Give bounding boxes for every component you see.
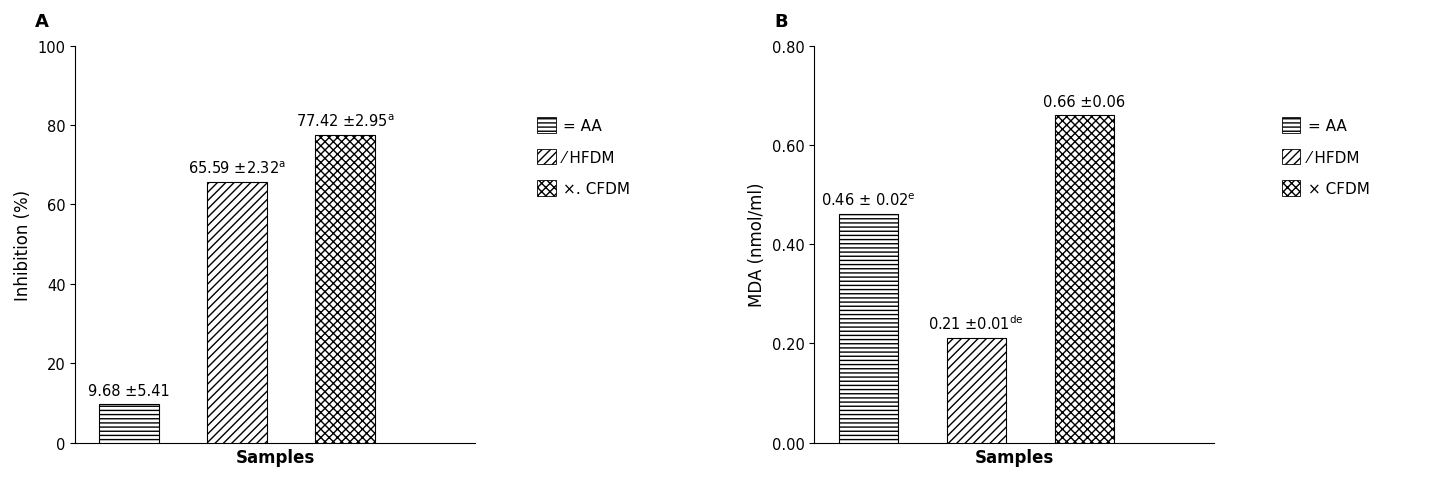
Text: 77.42 ±2.95$^{\mathrm{a}}$: 77.42 ±2.95$^{\mathrm{a}}$	[296, 114, 394, 130]
X-axis label: Samples: Samples	[975, 448, 1054, 466]
X-axis label: Samples: Samples	[235, 448, 315, 466]
Bar	[947, 339, 1007, 443]
Text: A: A	[36, 13, 49, 31]
Bar	[208, 183, 266, 443]
Y-axis label: MDA (nmol/ml): MDA (nmol/ml)	[749, 182, 766, 307]
Text: 0.21 ±0.01$^{\mathrm{de}}$: 0.21 ±0.01$^{\mathrm{de}}$	[928, 314, 1024, 333]
Text: 0.66 ±0.06: 0.66 ±0.06	[1044, 95, 1126, 110]
Bar	[1054, 116, 1114, 443]
Bar	[839, 215, 898, 443]
Text: 0.46 ± 0.02$^{\mathrm{e}}$: 0.46 ± 0.02$^{\mathrm{e}}$	[821, 192, 915, 209]
Text: 65.59 ±2.32$^{\mathrm{a}}$: 65.59 ±2.32$^{\mathrm{a}}$	[188, 160, 286, 177]
Legend: = AA, ⁄ HFDM, ×․ CFDM: = AA, ⁄ HFDM, ×․ CFDM	[533, 114, 634, 201]
Bar	[99, 404, 159, 443]
Legend: = AA, ⁄ HFDM, × CFDM: = AA, ⁄ HFDM, × CFDM	[1277, 114, 1375, 201]
Y-axis label: Inhibition (%): Inhibition (%)	[14, 189, 32, 300]
Bar	[315, 136, 375, 443]
Text: B: B	[775, 13, 788, 31]
Text: 9.68 ±5.41: 9.68 ±5.41	[89, 384, 170, 398]
